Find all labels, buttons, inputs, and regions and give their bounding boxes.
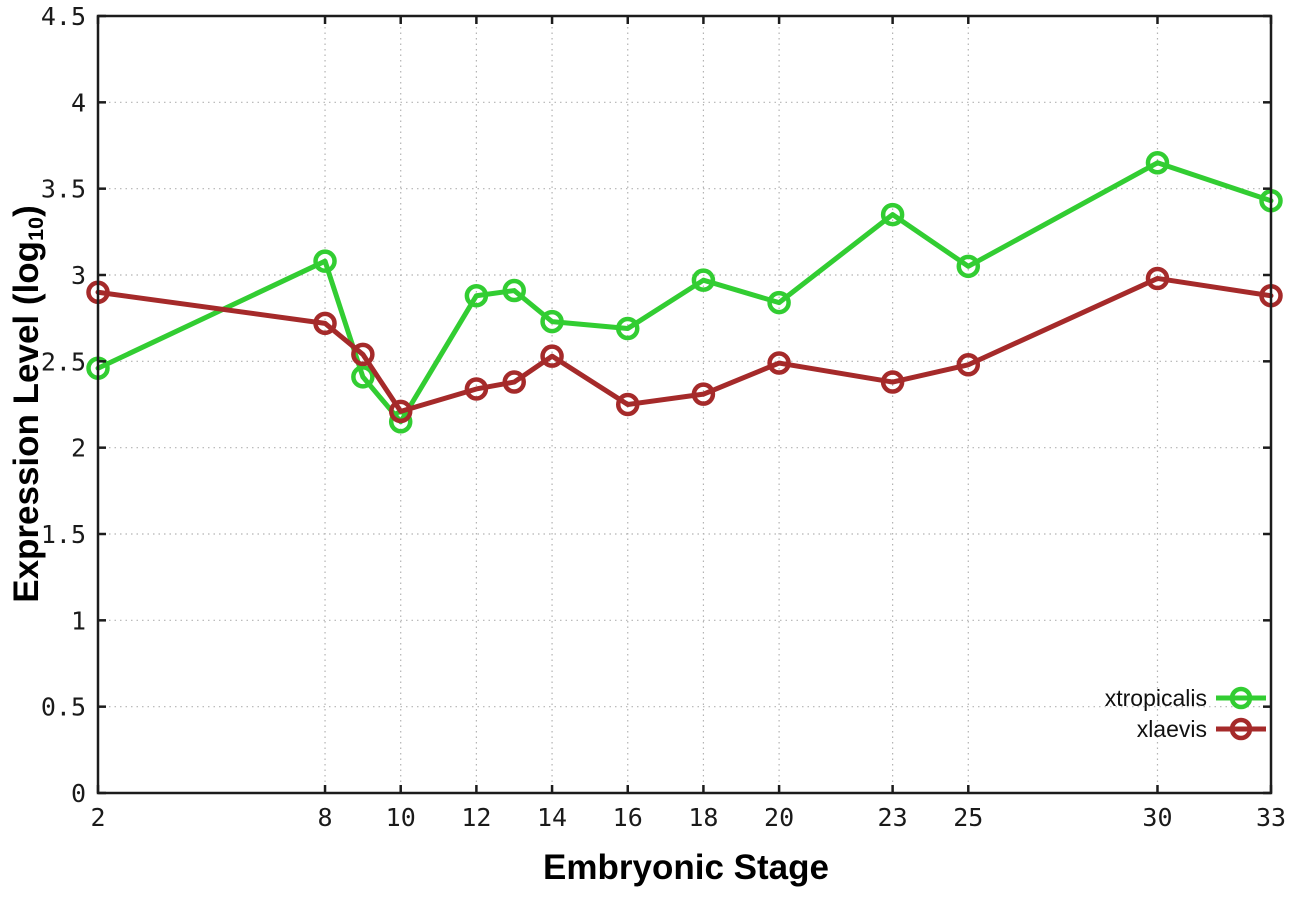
y-tick-label: 0.5 [41, 693, 86, 722]
data-point-xlaevis-stage-14 [540, 344, 564, 368]
data-point-xlaevis-stage-30 [1145, 266, 1170, 291]
series-line-xlaevis [95, 275, 1274, 414]
y-tick-label: 2 [71, 434, 86, 463]
y-axis-title-suffix: ) [6, 205, 46, 217]
series-line-xtropicalis [95, 160, 1274, 425]
plot-border [96, 14, 1273, 795]
y-tick-label: 1 [71, 606, 86, 635]
x-axis-title: Embryonic Stage [543, 848, 829, 887]
x-tick-label: 14 [537, 803, 567, 832]
legend-item-xtropicalis: xtropicalis [1105, 685, 1266, 711]
data-point-xtropicalis-stage-9 [351, 365, 375, 389]
data-point-xlaevis-stage-9 [351, 342, 375, 367]
y-tick-label: 2.5 [41, 347, 86, 376]
data-point-xtropicalis-stage-30 [1145, 151, 1170, 175]
x-tick-label: 30 [1142, 803, 1172, 832]
legend-label-xtropicalis: xtropicalis [1104, 685, 1207, 711]
data-point-xtropicalis-stage-20 [767, 290, 791, 315]
x-tick-label: 25 [953, 803, 983, 832]
data-point-xtropicalis-stage-13 [502, 278, 526, 303]
y-tick-label: 3 [71, 261, 86, 290]
y-tick-label: 0 [71, 779, 86, 808]
data-point-xlaevis-stage-23 [880, 370, 905, 394]
y-tick-label: 3.5 [41, 175, 86, 204]
data-point-xlaevis-stage-20 [767, 351, 791, 375]
data-point-xlaevis-stage-10 [388, 399, 413, 424]
legend-marker-xtropicalis [1216, 686, 1266, 710]
legend: xtropicalis xlaevis [1105, 685, 1266, 742]
data-point-xtropicalis-stage-8 [313, 249, 337, 273]
x-tick-label: 33 [1256, 803, 1286, 832]
x-tick-label: 8 [318, 803, 333, 832]
data-point-xlaevis-stage-12 [464, 377, 489, 401]
data-point-xtropicalis-stage-14 [540, 309, 564, 334]
data-point-xtropicalis-stage-16 [615, 316, 640, 341]
x-tick-label: 20 [764, 803, 794, 832]
data-point-xtropicalis-stage-12 [464, 283, 489, 308]
legend-marker-xlaevis [1216, 717, 1266, 741]
data-point-xlaevis-stage-25 [956, 353, 981, 377]
y-tick-label: 4 [71, 88, 86, 117]
data-point-xtropicalis-stage-23 [880, 202, 905, 227]
y-axis-title-text: Expression Level (log [6, 241, 46, 603]
x-tick-label: 18 [688, 803, 718, 832]
x-tick-label: 2 [90, 803, 105, 832]
data-point-xtropicalis-stage-18 [691, 268, 716, 292]
data-point-xtropicalis-stage-25 [956, 254, 981, 279]
x-tick-label: 12 [461, 803, 491, 832]
y-axis-title: Expression Level (log10) [7, 205, 49, 603]
legend-point-xtropicalis [1229, 686, 1253, 710]
data-point-xlaevis-stage-16 [615, 392, 640, 417]
legend-point-xlaevis [1229, 717, 1253, 741]
y-tick-label: 1.5 [41, 520, 86, 549]
y-tick-label: 4.5 [41, 2, 86, 31]
x-tick-label: 23 [878, 803, 908, 832]
data-point-xlaevis-stage-18 [691, 382, 716, 406]
legend-label-xlaevis: xlaevis [1136, 716, 1207, 742]
legend-item-xlaevis: xlaevis [1137, 716, 1266, 742]
data-point-xlaevis-stage-13 [502, 370, 526, 394]
x-tick-label: 10 [386, 803, 416, 832]
x-tick-label: 16 [613, 803, 643, 832]
data-point-xlaevis-stage-8 [313, 311, 337, 336]
y-axis-title-subscript: 10 [23, 216, 49, 241]
